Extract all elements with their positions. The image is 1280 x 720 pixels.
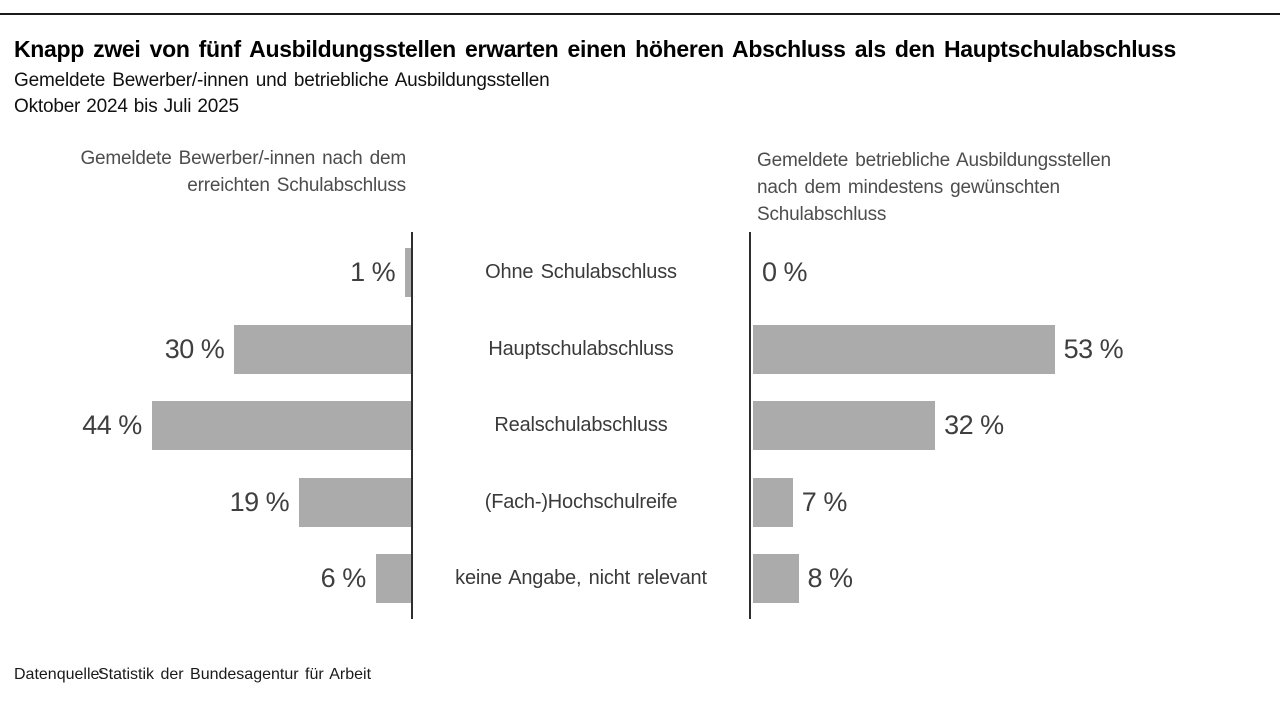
page-subtitle: Gemeldete Bewerber/-innen und betrieblic… xyxy=(14,70,550,91)
left-series-header-line2: erreichten Schulabschluss xyxy=(187,175,406,196)
right-bar xyxy=(753,554,799,603)
category-label: Ohne Schulabschluss xyxy=(485,261,677,283)
applicants-row: 19 % xyxy=(0,477,411,527)
left-series-header-line1: Gemeldete Bewerber/-innen nach dem xyxy=(80,148,406,169)
positions-row: 8 % xyxy=(753,554,1280,603)
page-title: Knapp zwei von fünf Ausbildungsstellen e… xyxy=(14,36,1177,62)
left-value-label: 44 % xyxy=(82,410,142,440)
left-bar xyxy=(405,248,411,297)
left-bar xyxy=(234,324,411,374)
category-label: Realschulabschluss xyxy=(494,414,668,436)
applicants-row: 44 % xyxy=(0,401,411,450)
datasource-label: Datenquelle: xyxy=(14,666,104,683)
right-series-header: Gemeldete betriebliche Ausbildungsstelle… xyxy=(757,147,1197,228)
left-bar xyxy=(375,554,411,603)
right-bar xyxy=(753,324,1055,374)
applicants-row: 6 % xyxy=(0,554,411,603)
positions-row: 7 % xyxy=(753,477,1280,527)
right-series-header-line3: Schulabschluss xyxy=(757,204,887,225)
category-label: (Fach-)Hochschulreife xyxy=(484,490,678,513)
right-value-label: 8 % xyxy=(807,563,854,593)
left-bar xyxy=(151,401,411,450)
applicants-row: 1 % xyxy=(0,248,411,297)
left-series-header: Gemeldete Bewerber/-innen nach dem errei… xyxy=(0,145,406,199)
category-label: Hauptschulabschluss xyxy=(488,337,674,360)
category-label: keine Angabe, nicht relevant xyxy=(455,567,707,589)
right-axis-line xyxy=(749,232,751,619)
left-value-label: 6 % xyxy=(320,563,367,593)
left-value-label: 1 % xyxy=(350,257,396,287)
right-value-label: 32 % xyxy=(944,410,1004,440)
left-bar xyxy=(299,477,411,527)
right-value-label: 53 % xyxy=(1063,333,1124,364)
period-label: Oktober 2024 bis Juli 2025 xyxy=(14,96,239,117)
right-bar xyxy=(753,477,793,527)
right-series-header-line2: nach dem mindestens gewünschten xyxy=(757,177,1060,198)
left-value-label: 19 % xyxy=(229,486,290,517)
top-rule xyxy=(0,13,1280,15)
positions-row: 32 % xyxy=(753,401,1280,450)
left-value-label: 30 % xyxy=(164,333,225,364)
positions-row: 0 % xyxy=(753,248,1280,297)
right-value-label: 7 % xyxy=(801,486,848,517)
datasource-value: Statistik der Bundesagentur für Arbeit xyxy=(98,666,372,683)
right-value-label: 0 % xyxy=(762,257,808,287)
positions-row: 53 % xyxy=(753,324,1280,374)
applicants-row: 30 % xyxy=(0,324,411,374)
right-bar xyxy=(753,401,936,450)
right-series-header-line1: Gemeldete betriebliche Ausbildungsstelle… xyxy=(757,150,1111,171)
left-axis-line xyxy=(411,232,413,619)
